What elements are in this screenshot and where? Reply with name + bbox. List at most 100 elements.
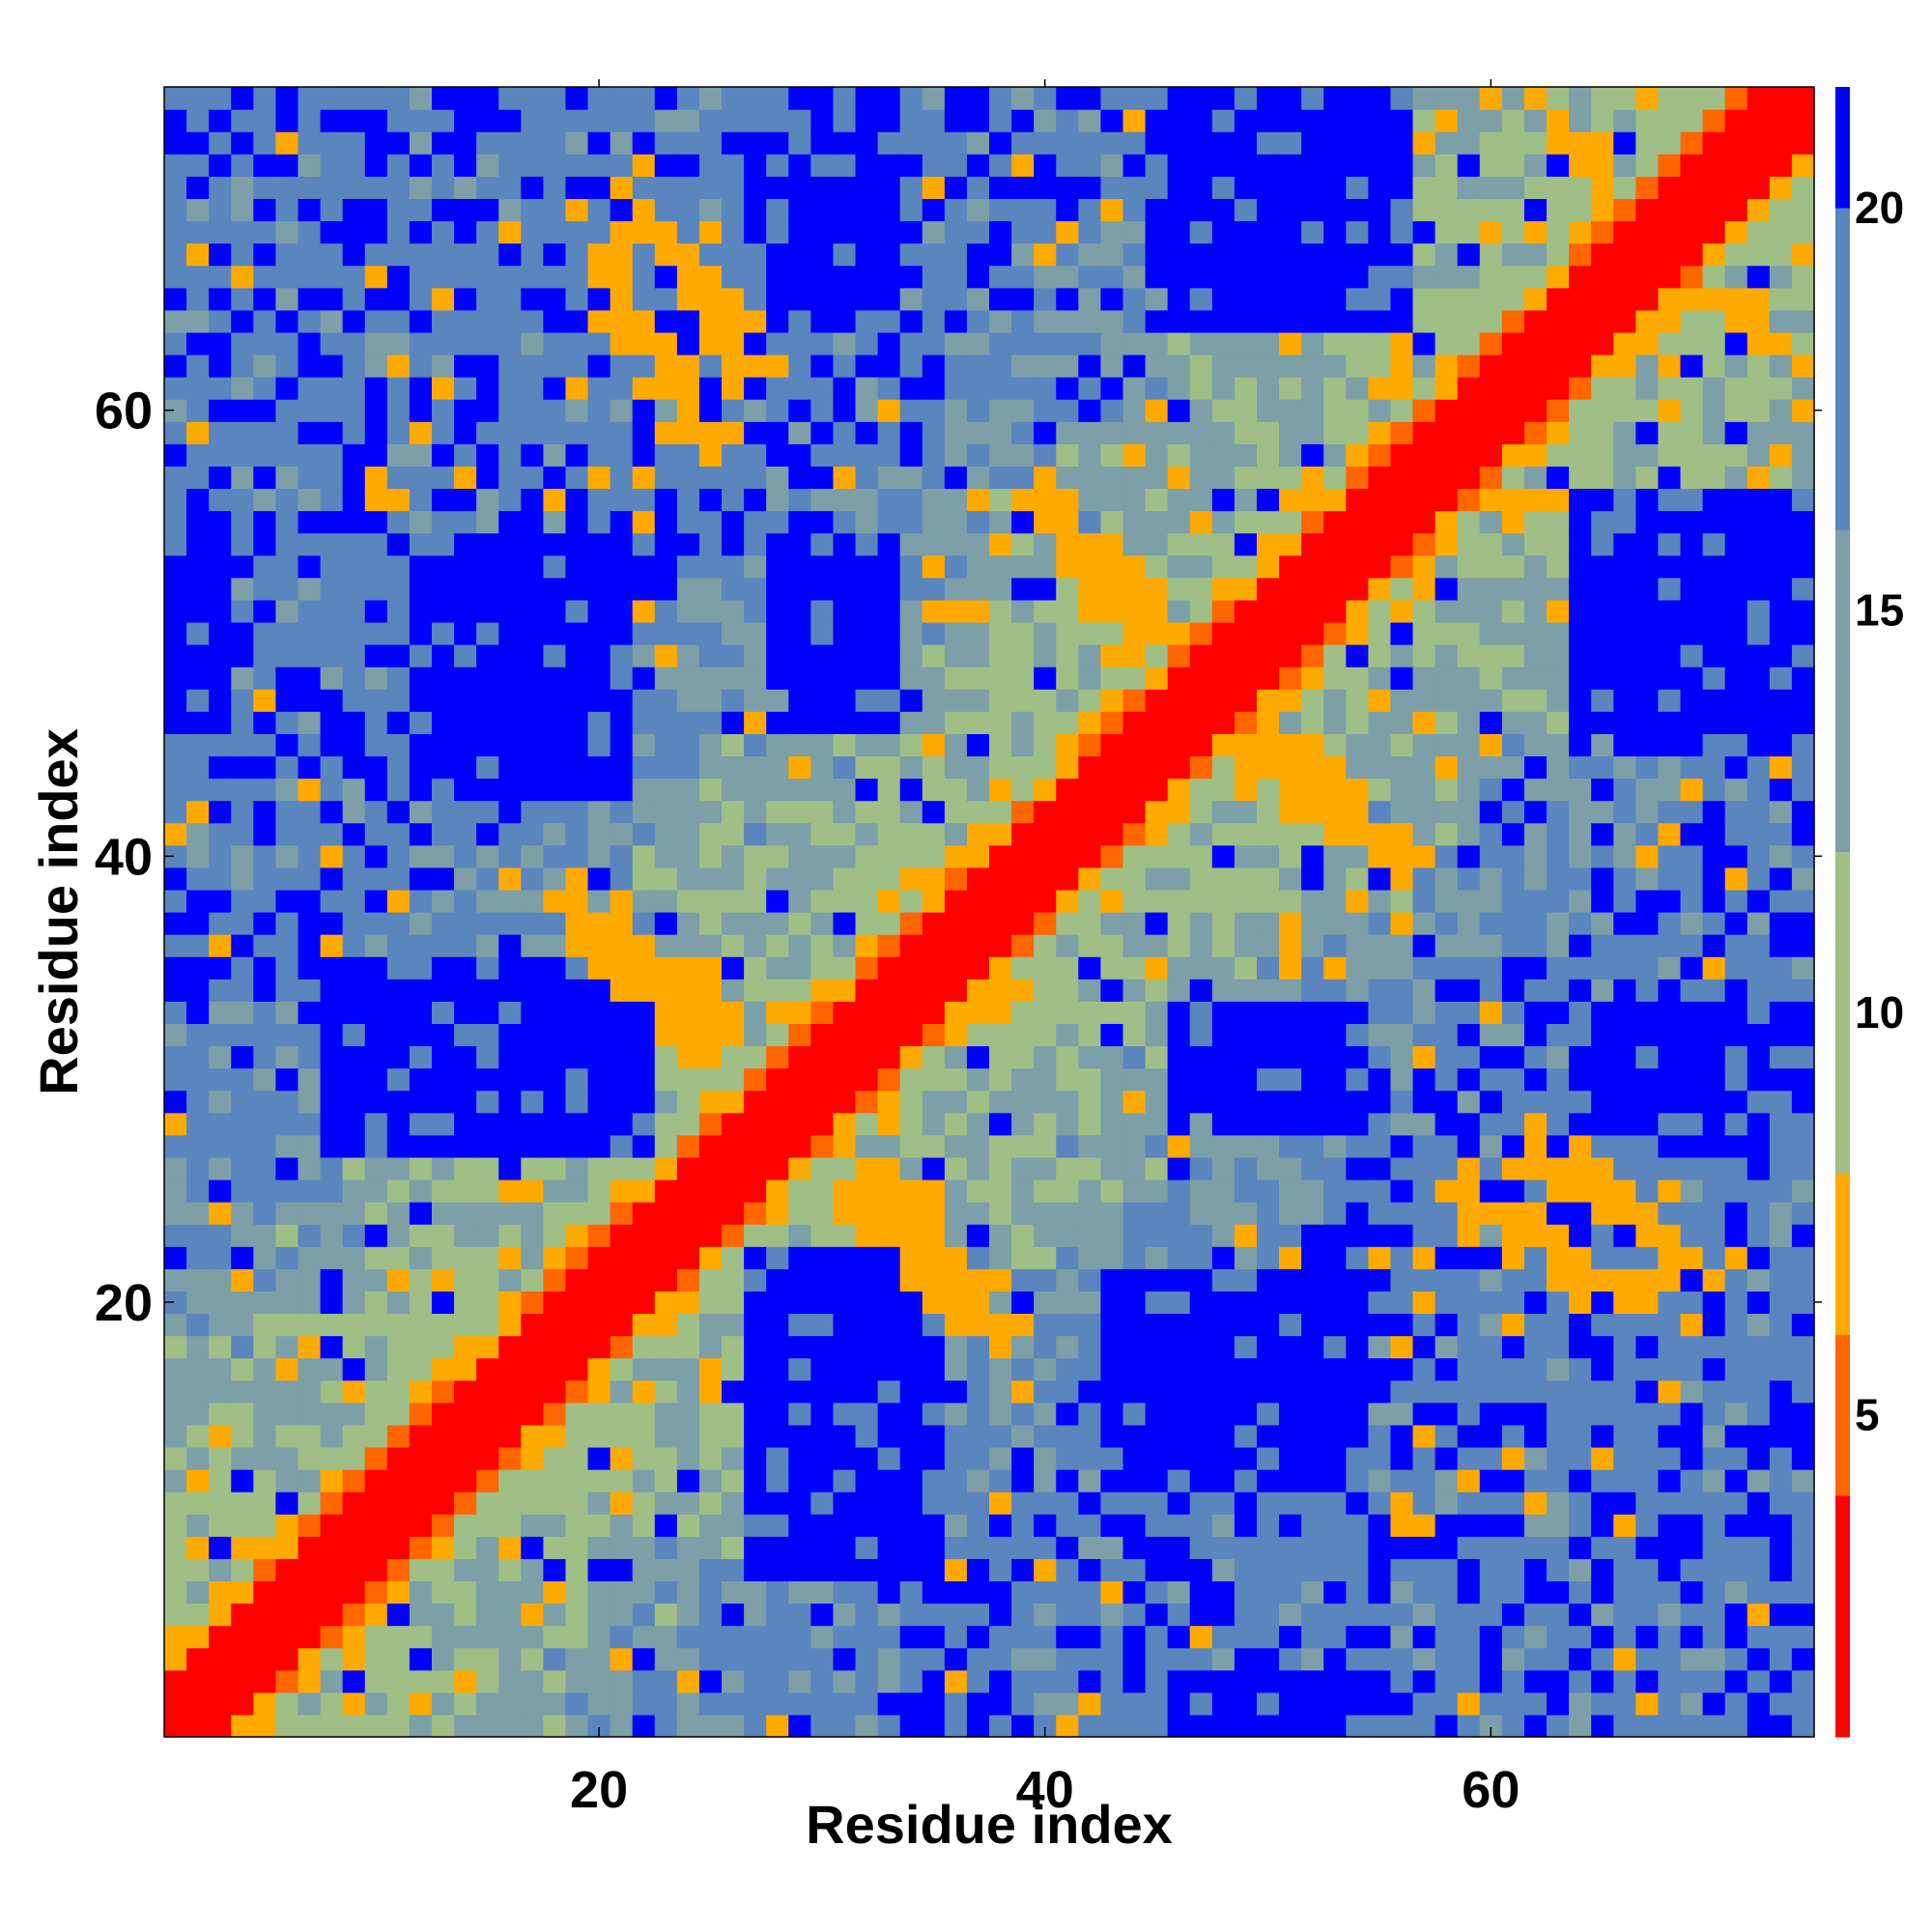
heatmap-cell	[275, 644, 299, 668]
heatmap-cell	[922, 822, 946, 846]
heatmap-cell	[1346, 599, 1369, 623]
heatmap-cell	[543, 1202, 567, 1225]
heatmap-cell	[587, 778, 611, 802]
heatmap-cell	[1100, 1514, 1124, 1537]
heatmap-cell	[989, 399, 1012, 422]
heatmap-cell	[1100, 979, 1124, 1002]
heatmap-cell	[1279, 1469, 1302, 1492]
heatmap-cell	[610, 1691, 634, 1716]
heatmap-cell	[1658, 1714, 1682, 1738]
heatmap-cell	[253, 1224, 276, 1247]
heatmap-cell	[989, 1536, 1012, 1559]
heatmap-cell	[498, 176, 522, 199]
heatmap-cell	[409, 131, 433, 155]
heatmap-cell	[833, 1424, 857, 1448]
heatmap-cell	[1323, 287, 1347, 311]
heatmap-cell	[1323, 934, 1347, 957]
heatmap-cell	[1479, 1023, 1503, 1047]
heatmap-cell	[698, 109, 723, 132]
heatmap-cell	[1078, 844, 1101, 868]
heatmap-cell	[744, 1603, 767, 1627]
heatmap-cell	[320, 1536, 344, 1559]
heatmap-cell	[476, 733, 499, 757]
heatmap-cell	[1368, 1379, 1392, 1404]
heatmap-cell	[1368, 844, 1392, 868]
heatmap-cell	[565, 1090, 589, 1114]
heatmap-cell	[209, 1067, 232, 1092]
heatmap-cell	[565, 689, 589, 712]
heatmap-cell	[855, 242, 879, 267]
heatmap-cell	[454, 1001, 477, 1024]
heatmap-cell	[1122, 1402, 1147, 1426]
heatmap-cell	[409, 667, 433, 690]
heatmap-cell	[386, 1647, 411, 1671]
heatmap-cell	[164, 1580, 187, 1605]
heatmap-cell	[320, 1424, 344, 1448]
heatmap-cell	[342, 599, 366, 623]
heatmap-cell	[565, 1446, 589, 1470]
heatmap-cell	[1167, 242, 1191, 267]
heatmap-cell	[1635, 1379, 1660, 1404]
heatmap-cell	[431, 554, 455, 579]
heatmap-cell	[1256, 265, 1280, 289]
heatmap-cell	[521, 733, 544, 757]
heatmap-cell	[386, 1179, 411, 1203]
heatmap-cell	[1189, 1156, 1213, 1180]
heatmap-cell	[431, 1291, 455, 1315]
heatmap-cell	[386, 1246, 411, 1269]
heatmap-cell	[1613, 1023, 1636, 1047]
heatmap-cell	[1613, 154, 1636, 177]
heatmap-cell	[722, 488, 745, 512]
heatmap-cell	[364, 979, 388, 1002]
heatmap-cell	[1435, 889, 1459, 913]
heatmap-cell	[744, 242, 767, 267]
heatmap-cell	[1457, 198, 1481, 222]
heatmap-cell	[722, 956, 745, 980]
heatmap-cell	[431, 1625, 455, 1649]
heatmap-cell	[810, 1045, 835, 1069]
heatmap-cell	[766, 1379, 789, 1404]
heatmap-cell	[565, 1291, 589, 1315]
heatmap-cell	[1547, 1647, 1570, 1671]
heatmap-cell	[1211, 755, 1236, 780]
heatmap-cell	[1211, 711, 1236, 734]
heatmap-cell	[855, 1156, 879, 1180]
heatmap-cell	[1167, 377, 1191, 400]
heatmap-cell	[1613, 198, 1636, 222]
heatmap-cell	[744, 1691, 767, 1716]
heatmap-cell	[788, 621, 811, 645]
heatmap-cell	[788, 1112, 811, 1136]
heatmap-cell	[565, 399, 589, 422]
heatmap-cell	[1658, 912, 1682, 935]
heatmap-cell	[1211, 109, 1236, 132]
heatmap-cell	[186, 599, 210, 623]
heatmap-cell	[342, 1469, 366, 1492]
heatmap-cell	[1145, 1625, 1169, 1649]
heatmap-cell	[766, 154, 789, 177]
heatmap-cell	[766, 800, 789, 824]
heatmap-cell	[1078, 1647, 1101, 1671]
heatmap-cell	[476, 711, 499, 734]
heatmap-cell	[744, 689, 767, 712]
heatmap-cell	[1547, 867, 1570, 891]
heatmap-cell	[1211, 287, 1236, 311]
heatmap-cell	[186, 532, 210, 556]
heatmap-cell	[877, 800, 901, 824]
heatmap-cell	[1501, 577, 1525, 601]
heatmap-cell	[454, 667, 477, 690]
heatmap-cell	[1635, 1001, 1660, 1024]
heatmap-cell	[788, 1291, 811, 1315]
heatmap-cell	[810, 1001, 835, 1024]
heatmap-cell	[1301, 421, 1324, 444]
heatmap-cell	[810, 287, 835, 311]
heatmap-cell	[1479, 934, 1503, 957]
heatmap-cell	[1323, 689, 1347, 712]
heatmap-cell	[1479, 979, 1503, 1002]
heatmap-cell	[1011, 822, 1035, 846]
heatmap-cell	[766, 934, 789, 957]
heatmap-cell	[164, 667, 187, 690]
heatmap-cell	[1523, 510, 1548, 534]
heatmap-cell	[1412, 956, 1436, 980]
heatmap-cell	[1613, 1268, 1636, 1292]
